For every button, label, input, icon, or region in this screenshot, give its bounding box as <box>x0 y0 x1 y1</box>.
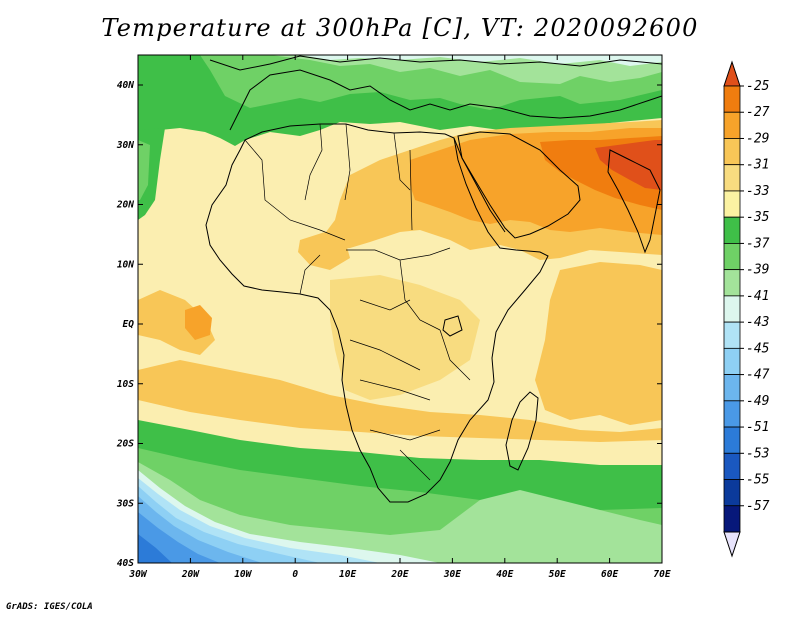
lon-tick-label: 0 <box>292 569 298 580</box>
colorbar: -25 -27 -29 -31 -33 -35 -37 -39 -41 -43 -45 -47 -49 -… <box>723 60 770 558</box>
lon-tick-label: 20E <box>390 569 408 580</box>
colorbar-label: -45 <box>746 341 770 356</box>
colorbar-label: -35 <box>746 210 770 225</box>
map-title: Temperature at 300hPa [C], VT: 202009260… <box>101 14 699 42</box>
colorbar-label: -55 <box>746 473 770 488</box>
colorbar-label: -29 <box>746 131 769 146</box>
lon-tick-label: 10E <box>339 569 356 580</box>
colorbar-swatch <box>723 295 741 323</box>
colorbar-swatch <box>723 190 741 218</box>
lake-victoria <box>442 315 463 337</box>
red-sea <box>453 137 506 233</box>
lat-tick-label: 40S <box>117 558 134 569</box>
field-warm-indian <box>535 262 662 425</box>
colorbar-label: -53 <box>746 446 769 461</box>
colorbar-swatch <box>723 426 741 454</box>
lon-tick-label: 70E <box>653 569 670 580</box>
lat-tick-label: 20S <box>116 439 134 450</box>
field-south-darkblue <box>138 534 172 563</box>
colorbar-label: -57 <box>746 499 770 514</box>
latitude-axis: 40N 30N 20N 10N EQ 10S 20S 30S 40S <box>116 80 662 569</box>
colorbar-swatch <box>723 85 741 113</box>
lon-tick-label: 10W <box>234 569 252 580</box>
colorbar-swatch <box>723 321 741 349</box>
lat-tick-label: 30S <box>116 498 134 509</box>
longitude-axis: 30W 20W 10W 0 10E 20E 30E 40E 50E 60E 70E <box>128 55 671 580</box>
colorbar-label: -33 <box>746 184 769 199</box>
colorbar-swatch <box>723 505 741 533</box>
lat-tick-label: 30N <box>116 140 134 151</box>
lat-tick-label: 40N <box>117 80 134 91</box>
colorbar-swatch <box>723 479 741 507</box>
lon-tick-label: 50E <box>549 569 566 580</box>
lat-tick-label: EQ <box>123 319 135 330</box>
colorbar-label: -47 <box>746 368 770 383</box>
field-south-deepblue <box>138 512 220 563</box>
europe-coastline-2 <box>209 55 662 71</box>
europe-coastline <box>229 69 662 131</box>
colorbar-swatch <box>723 400 741 428</box>
colorbar-bottom-triangle <box>723 531 741 558</box>
lon-tick-label: 30E <box>443 569 461 580</box>
lon-tick-label: 20W <box>181 569 200 580</box>
madagascar-coastline <box>505 391 539 471</box>
colorbar-swatch <box>723 164 741 192</box>
colorbar-swatch <box>723 216 741 244</box>
colorbar-swatch <box>723 243 741 271</box>
field-warm-west-africa <box>298 232 350 270</box>
field-west-lightgreen <box>138 140 150 200</box>
colorbar-swatch <box>723 269 741 297</box>
colorbar-swatch <box>723 374 741 402</box>
colorbar-top-triangle <box>723 60 741 87</box>
lon-tick-label: 30W <box>128 569 147 580</box>
field-warm-atlantic-2 <box>185 305 212 340</box>
colorbar-label: -31 <box>746 158 769 173</box>
field-warm-25 <box>595 140 662 190</box>
lat-tick-label: 10N <box>117 259 134 270</box>
colorbar-label: -41 <box>746 289 769 304</box>
country-borders <box>244 123 471 481</box>
lon-tick-label: 40E <box>496 569 513 580</box>
field-warm-central <box>330 275 480 400</box>
colorbar-label: -25 <box>746 79 770 94</box>
arabia-coastline <box>457 131 581 239</box>
colorbar-label: -39 <box>746 263 769 278</box>
colorbar-label: -51 <box>746 420 769 435</box>
colorbar-label: -27 <box>746 105 770 120</box>
colorbar-label: -43 <box>746 315 769 330</box>
colorbar-swatch <box>723 138 741 166</box>
colorbar-swatch <box>723 347 741 375</box>
colorbar-label: -49 <box>746 394 769 409</box>
field-warm-south <box>138 360 662 442</box>
temperature-field <box>138 55 662 563</box>
colorbar-swatch <box>723 111 741 139</box>
coastlines <box>205 55 662 503</box>
colorbar-label: -37 <box>746 236 770 251</box>
lon-tick-label: 60E <box>601 569 618 580</box>
india-coastline <box>607 149 661 254</box>
grads-credit: GrADS: IGES/COLA <box>6 602 93 612</box>
lat-tick-label: 20N <box>116 200 134 211</box>
lat-tick-label: 10S <box>117 379 134 390</box>
colorbar-swatch <box>723 452 741 480</box>
field-north-pale-cyan <box>300 55 662 66</box>
